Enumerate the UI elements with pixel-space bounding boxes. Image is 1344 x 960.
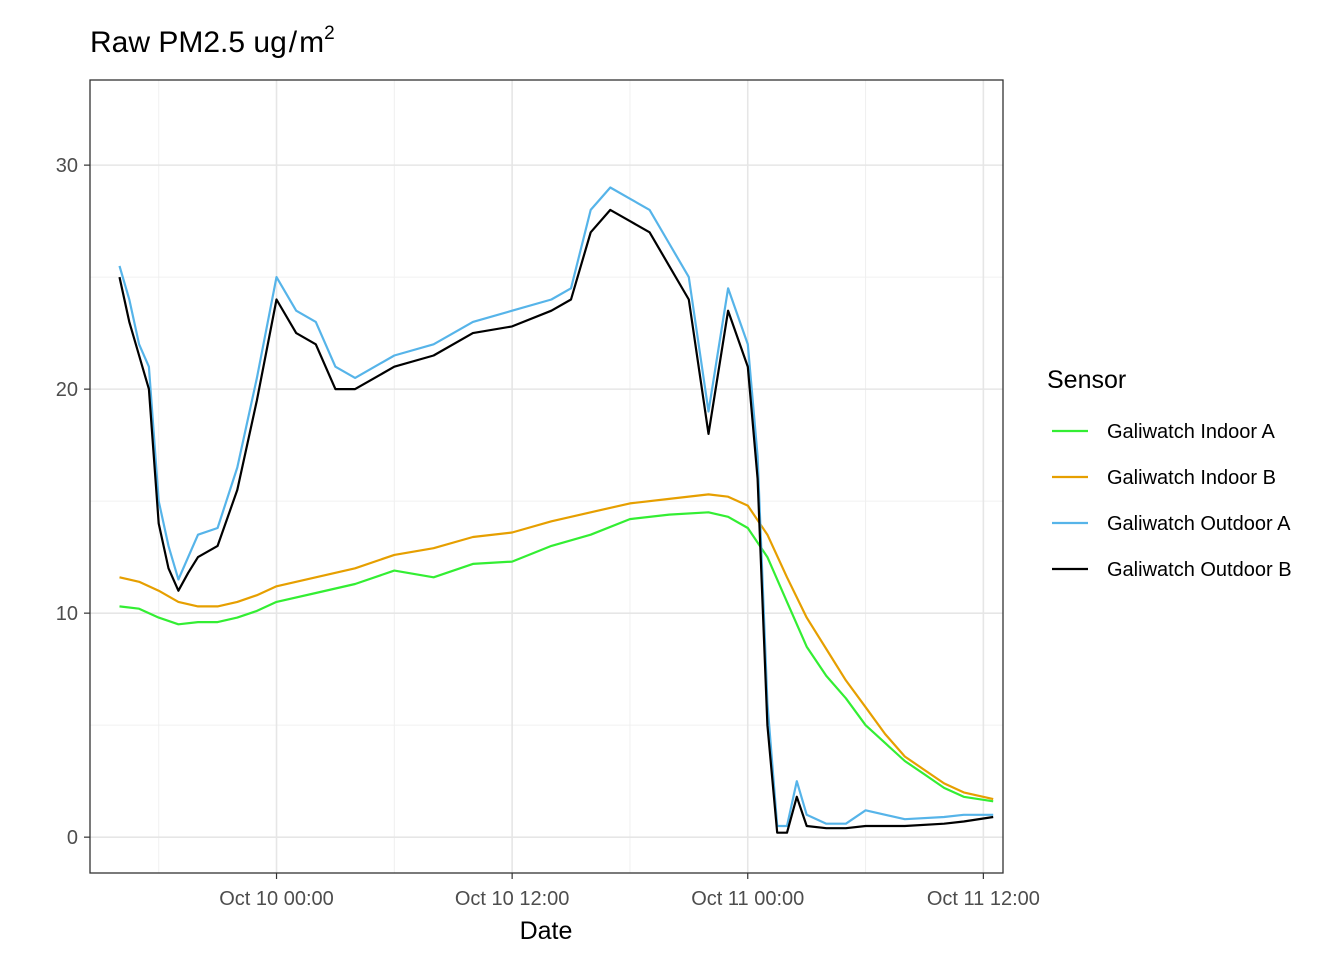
legend: Sensor Galiwatch Indoor A Galiwatch Indoo… xyxy=(1047,366,1292,581)
y-tick-label: 0 xyxy=(67,827,78,849)
series-layer xyxy=(118,186,994,834)
y-tick-label: 30 xyxy=(56,155,78,177)
series-line-3 xyxy=(118,186,994,828)
plot-panel xyxy=(90,80,1003,873)
chart-title-separator: / xyxy=(289,26,298,59)
legend-label-1: Galiwatch Indoor A xyxy=(1107,421,1276,443)
series-line-4 xyxy=(118,208,994,834)
y-tick-label: 20 xyxy=(56,379,78,401)
major-gridlines xyxy=(90,80,1003,873)
y-tick-label: 10 xyxy=(56,603,78,625)
x-tick-label: Oct 11 00:00 xyxy=(691,888,804,910)
legend-label-4: Galiwatch Outdoor B xyxy=(1107,559,1292,581)
chart-title-main: Raw PM2.5 ug xyxy=(90,26,287,59)
x-tick-label: Oct 10 00:00 xyxy=(219,888,334,910)
plot-border xyxy=(89,79,1004,874)
y-axis: 0 10 20 30 xyxy=(56,155,90,849)
legend-label-2: Galiwatch Indoor B xyxy=(1107,467,1276,489)
x-axis-title: Date xyxy=(520,917,573,945)
minor-gridlines xyxy=(90,80,1003,873)
chart-title-superscript: 2 xyxy=(324,23,335,44)
x-tick-label: Oct 10 12:00 xyxy=(455,888,570,910)
x-tick-label: Oct 11 12:00 xyxy=(927,888,1040,910)
x-axis: Oct 10 00:00 Oct 10 12:00 Oct 11 00:00 Oct … xyxy=(219,873,1040,910)
legend-label-3: Galiwatch Outdoor A xyxy=(1107,513,1291,535)
chart-title: Raw PM2.5 ug/m2 xyxy=(90,23,335,59)
legend-title: Sensor xyxy=(1047,366,1126,394)
series-line-1 xyxy=(119,511,994,803)
series-line-2 xyxy=(119,493,994,801)
chart-title-unit: m xyxy=(299,26,324,59)
